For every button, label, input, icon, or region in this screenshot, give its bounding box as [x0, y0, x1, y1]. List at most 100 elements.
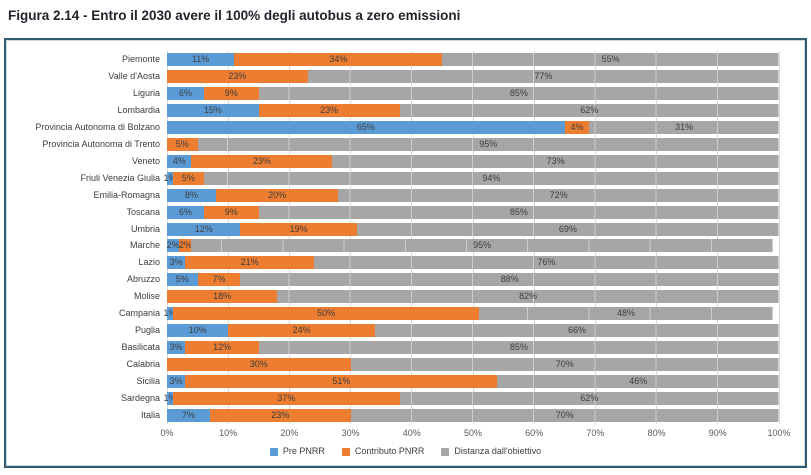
row-label: Provincia Autonoma di Bolzano — [35, 121, 160, 132]
bar-value-label: 10% — [188, 325, 207, 336]
bar-value-label: 23% — [228, 70, 247, 81]
bar-segment-distanza-obiettivo: 69% — [356, 222, 779, 236]
bar-segment-contributo-pnrr: 12% — [185, 341, 259, 355]
x-tick-20: 20% — [280, 428, 299, 438]
bar-value-label: 88% — [500, 274, 519, 285]
bar-segment-contributo-pnrr: 4% — [564, 120, 590, 134]
bar-segment-distanza-obiettivo: 70% — [350, 408, 779, 422]
bar-value-label: 62% — [580, 104, 599, 115]
bar-value-label: 11% — [191, 53, 210, 64]
bar-row: Provincia Autonoma di Bolzano 65% 4% 31% — [6, 119, 779, 136]
x-axis: 0% 10% 20% 30% 40% 50% 60% 70% 80% 90% 100% — [160, 428, 790, 441]
bar-segment-contributo-pnrr: 9% — [203, 86, 259, 100]
bar-value-label: 5% — [181, 172, 195, 183]
legend-swatch — [341, 447, 350, 456]
bar-segment-pre-pnrr: 1% — [164, 307, 177, 321]
row-label: Basilicata — [121, 342, 160, 353]
bar-segment-pre-pnrr: 4% — [167, 154, 192, 168]
bar-row: Italia 7% 23% 70% — [6, 407, 779, 424]
bar-value-label: 1% — [163, 308, 177, 319]
bar-value-label: 5% — [175, 138, 189, 149]
bar-value-label: 31% — [675, 121, 694, 132]
bar-segment-pre-pnrr: 3% — [167, 256, 186, 270]
bar-segment-pre-pnrr: 7% — [167, 408, 210, 422]
bar-value-label: 1% — [163, 393, 177, 404]
bar-row: Basilicata 3% 12% 85% — [6, 339, 779, 356]
bar-stack: 11% 34% 55% — [167, 52, 779, 66]
row-label: Puglia — [134, 325, 160, 336]
bar-row: Puglia 10% 24% 66% — [6, 322, 779, 339]
bar-segment-pre-pnrr: 6% — [167, 86, 204, 100]
chart-frame: Piemonte 11% 34% 55% Valle d'Aosta 23% 77% Ligu… — [4, 38, 807, 468]
gridline-60 — [533, 51, 535, 424]
bar-stack: 7% 23% 70% — [167, 408, 779, 422]
bar-value-label: 85% — [509, 206, 528, 217]
bar-segment-contributo-pnrr: 37% — [173, 392, 400, 406]
bar-segment-distanza-obiettivo: 82% — [277, 290, 779, 304]
bar-value-label: 50% — [317, 308, 336, 319]
bar-segment-contributo-pnrr: 51% — [185, 375, 498, 389]
x-tick-10: 10% — [219, 428, 238, 438]
legend-item: Contributo PNRR — [341, 446, 425, 456]
bar-row: Emilia-Romagna 8% 20% 72% — [6, 187, 779, 204]
bar-stack: 1% 5% 94% — [164, 171, 779, 185]
bar-segment-distanza-obiettivo: 94% — [203, 171, 779, 185]
bar-stack: 1% 50% 48% — [164, 307, 779, 321]
bar-stack: 3% 21% 76% — [167, 256, 779, 270]
bar-rows-container: Piemonte 11% 34% 55% Valle d'Aosta 23% 77% Ligu… — [6, 51, 779, 424]
bar-stack: 6% 9% 85% — [167, 86, 779, 100]
bar-segment-pre-pnrr: 11% — [167, 52, 235, 66]
bar-stack: 8% 20% 72% — [167, 188, 779, 202]
bar-segment-pre-pnrr: 12% — [167, 222, 241, 236]
bar-segment-contributo-pnrr: 20% — [215, 188, 339, 202]
gridline-20 — [288, 51, 290, 424]
gridline-30 — [350, 51, 352, 424]
bar-stack: 5% 7% 88% — [167, 273, 779, 287]
gridline-80 — [656, 51, 658, 424]
bar-segment-contributo-pnrr: 24% — [228, 324, 376, 338]
bar-segment-contributo-pnrr: 9% — [203, 205, 259, 219]
bar-segment-pre-pnrr: 10% — [167, 324, 229, 338]
bar-segment-contributo-pnrr: 23% — [209, 408, 351, 422]
bar-value-label: 66% — [568, 325, 587, 336]
bar-segment-distanza-obiettivo: 85% — [258, 86, 779, 100]
bar-segment-distanza-obiettivo: 66% — [375, 324, 779, 338]
bar-row: Campania 1% 50% 48% — [6, 305, 779, 322]
bar-value-label: 70% — [555, 409, 574, 420]
bar-stack: 1% 37% 62% — [163, 392, 779, 406]
bar-value-label: 7% — [212, 274, 226, 285]
bar-row: Marche 2% 2% 95% — [6, 237, 779, 254]
x-tick-60: 60% — [525, 428, 544, 438]
figure-title: Figura 2.14 - Entro il 2030 avere il 100… — [8, 8, 461, 23]
bar-value-label: 23% — [320, 104, 339, 115]
bar-segment-distanza-obiettivo: 85% — [258, 205, 779, 219]
row-label: Umbria — [130, 223, 160, 234]
bar-value-label: 77% — [534, 70, 553, 81]
x-tick-100: 100% — [767, 428, 791, 438]
x-tick-0: 0% — [160, 428, 174, 438]
bar-segment-pre-pnrr: 15% — [167, 103, 259, 117]
bar-stack: 4% 23% 73% — [167, 154, 779, 168]
bar-value-label: 12% — [213, 342, 232, 353]
legend-label: Contributo PNRR — [354, 446, 425, 456]
bar-value-label: 69% — [558, 223, 577, 234]
bar-segment-distanza-obiettivo: 72% — [338, 188, 779, 202]
bar-stack: 65% 4% 31% — [167, 120, 779, 134]
row-label: Calabria — [126, 359, 160, 370]
bar-row: Piemonte 11% 34% 55% — [6, 51, 779, 68]
bar-segment-contributo-pnrr: 2% — [179, 239, 192, 253]
bar-value-label: 6% — [178, 206, 192, 217]
bar-value-label: 9% — [224, 206, 238, 217]
bar-value-label: 70% — [555, 359, 574, 370]
row-label: Lazio — [138, 257, 160, 268]
bar-value-label: 46% — [629, 376, 648, 387]
bar-value-label: 34% — [329, 53, 348, 64]
row-label: Provincia Autonoma di Trento — [42, 138, 160, 149]
bar-segment-distanza-obiettivo: 73% — [332, 154, 779, 168]
bar-stack: 23% 77% — [167, 69, 779, 83]
bar-value-label: 12% — [194, 223, 213, 234]
row-label: Piemonte — [121, 53, 160, 64]
legend-swatch — [441, 447, 450, 456]
row-label: Sardegna — [120, 393, 160, 404]
